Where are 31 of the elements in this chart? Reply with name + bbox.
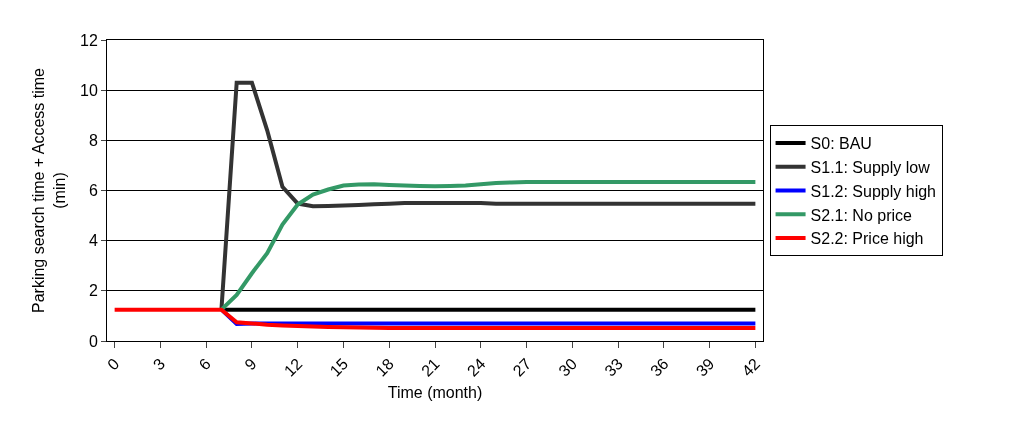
- x-tick-label: 18: [372, 354, 398, 380]
- x-tick-label: 12: [280, 354, 306, 380]
- x-tick-label: 24: [463, 354, 489, 380]
- x-tick-label: 21: [418, 354, 443, 380]
- y-tick-label: 8: [88, 131, 98, 149]
- legend-label: S2.2: Price high: [810, 230, 924, 248]
- y-tick-label: 4: [88, 232, 98, 250]
- x-tick-label: 3: [149, 354, 169, 374]
- x-tick-label: 6: [195, 354, 214, 374]
- y-axis-title: Parking search time + Access time (min): [30, 67, 68, 313]
- x-tick-label: 42: [738, 354, 764, 380]
- line-series: [112, 307, 758, 330]
- x-tick-label: 36: [647, 354, 672, 380]
- legend-label: S1.2: Supply high: [810, 182, 936, 200]
- x-tick-label: 33: [601, 354, 626, 380]
- y-tick-label: 0: [88, 332, 98, 350]
- legend-label: S1.1: Supply low: [810, 158, 931, 176]
- line-series: [219, 179, 758, 312]
- y-tick-label: 6: [88, 182, 98, 200]
- x-tick-label: 15: [326, 354, 352, 380]
- x-tick-label: 0: [104, 354, 123, 374]
- x-tick-label: 39: [692, 354, 718, 380]
- legend-label: S2.1: No price: [810, 206, 913, 224]
- legend-label: S0: BAU: [810, 135, 872, 153]
- x-tick-label: 30: [555, 354, 581, 380]
- y-tick-label: 10: [80, 81, 98, 99]
- x-tick-label: 27: [509, 354, 535, 380]
- y-tick-label: 12: [80, 31, 98, 49]
- y-tick-label: 2: [88, 282, 98, 300]
- x-axis-title: Time (month): [387, 384, 483, 402]
- x-tick-label: 9: [241, 354, 260, 374]
